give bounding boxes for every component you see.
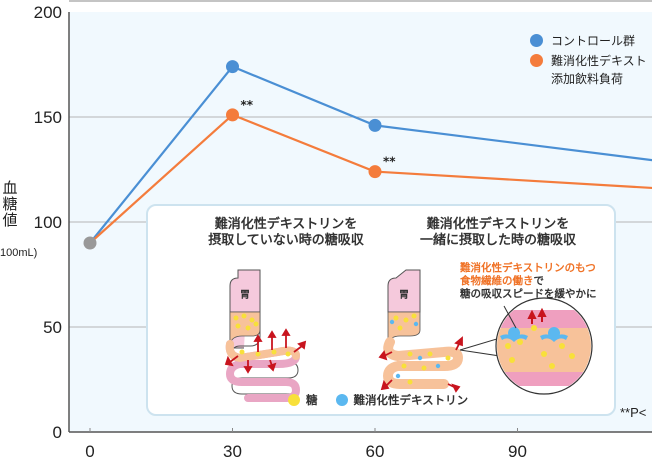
dextrin-dots-right — [389, 319, 441, 379]
series-line-0 — [89, 65, 652, 244]
left-title-line2: 摂取していない時の糖吸収 — [208, 233, 364, 248]
note-line2: 食物繊維の働きで — [460, 275, 597, 288]
significance-footnote: **P< — [620, 405, 647, 420]
left-panel-title: 難消化性デキストリンを 摂取していない時の糖吸収 — [186, 217, 386, 249]
right-panel-title: 難消化性デキストリンを 一緒に摂取した時の糖吸収 — [408, 217, 588, 249]
legend-marker-control — [530, 33, 543, 47]
legend-marker-dextrin — [530, 53, 543, 67]
legend-label-dextrin: 難消化性デキスト — [551, 53, 647, 68]
y-tick-label: 50 — [43, 318, 62, 337]
data-point-series-1 — [368, 165, 382, 179]
data-point-series-0 — [368, 118, 382, 132]
x-tick-label: 30 — [223, 442, 242, 461]
y-tick-label: 150 — [34, 108, 62, 127]
chart-legend: コントロール群 難消化性デキスト 添加飲料負荷 — [530, 30, 647, 88]
absorption-illustration-panel: 難消化性デキストリンを 摂取していない時の糖吸収 難消化性デキストリンを 一緒に… — [146, 204, 616, 416]
significance-marker: ** — [383, 155, 396, 169]
sugar-dots-right — [393, 313, 451, 385]
magnified-intestine-wall — [459, 297, 593, 395]
x-tick-label: 90 — [508, 442, 527, 461]
significance-marker: ** — [241, 98, 254, 112]
data-point-series-0 — [226, 60, 239, 74]
legend-label-control: コントロール群 — [551, 33, 636, 48]
note-line2-highlight: 食物繊維の働き — [460, 275, 534, 287]
y-tick-label: 200 — [34, 3, 62, 22]
absorption-arrows-left — [224, 328, 307, 374]
sugar-dots-left — [233, 313, 291, 357]
legend-item-dextrin: 難消化性デキスト — [530, 50, 647, 70]
right-title-line1: 難消化性デキストリンを — [426, 217, 570, 232]
dextrin-effect-note: 難消化性デキストリンのもつ 食物繊維の働きで 糖の吸収スピードを緩やかに — [460, 262, 597, 301]
stomach-intestine-left: 胃 — [224, 269, 307, 402]
left-title-line1: 難消化性デキストリンを — [214, 217, 358, 232]
note-line3: 糖の吸収スピードを緩やかに — [460, 288, 597, 300]
y-axis-label-char: 血 — [2, 179, 18, 197]
y-axis-label-char: 値 — [2, 211, 18, 229]
absorption-arrows-right — [378, 336, 463, 393]
stomach-label-left: 胃 — [240, 289, 250, 301]
slow-absorption-arrows — [527, 307, 547, 324]
note-line2-suffix: で — [533, 275, 545, 287]
data-point-baseline — [83, 236, 97, 250]
illustration-legend: 糖 難消化性デキストリン — [288, 392, 468, 408]
y-tick-label: 0 — [53, 423, 62, 442]
legend-label-dextrin-line2: 添加飲料負荷 — [551, 72, 624, 86]
dextrin-molecules — [500, 327, 568, 342]
sugar-legend-marker — [288, 394, 300, 406]
right-title-line2: 一緒に摂取した時の糖吸収 — [419, 233, 576, 248]
sugar-dots-magnified — [505, 325, 575, 369]
stomach-intestine-right: 胃 — [378, 269, 464, 393]
dextrin-legend-marker — [335, 394, 348, 406]
x-tick-label: 0 — [85, 442, 94, 461]
x-tick-label: 60 — [366, 442, 385, 461]
legend-item-control: コントロール群 — [530, 30, 647, 50]
y-axis-label-char: 糖 — [2, 195, 18, 213]
y-axis-label: 血 糖 値 — [0, 180, 20, 228]
note-line1: 難消化性デキストリンのもつ — [460, 262, 596, 274]
series-line-1 — [89, 113, 652, 244]
y-axis-unit: 100mL) — [0, 247, 38, 259]
data-point-series-1 — [226, 108, 239, 122]
y-tick-label: 100 — [34, 213, 62, 232]
sugar-legend-label: 糖 — [306, 393, 318, 407]
stomach-label-right: 胃 — [399, 289, 409, 301]
illustration-svg: 胃 胃 — [224, 269, 593, 402]
dextrin-legend-label: 難消化性デキストリン — [353, 393, 469, 407]
